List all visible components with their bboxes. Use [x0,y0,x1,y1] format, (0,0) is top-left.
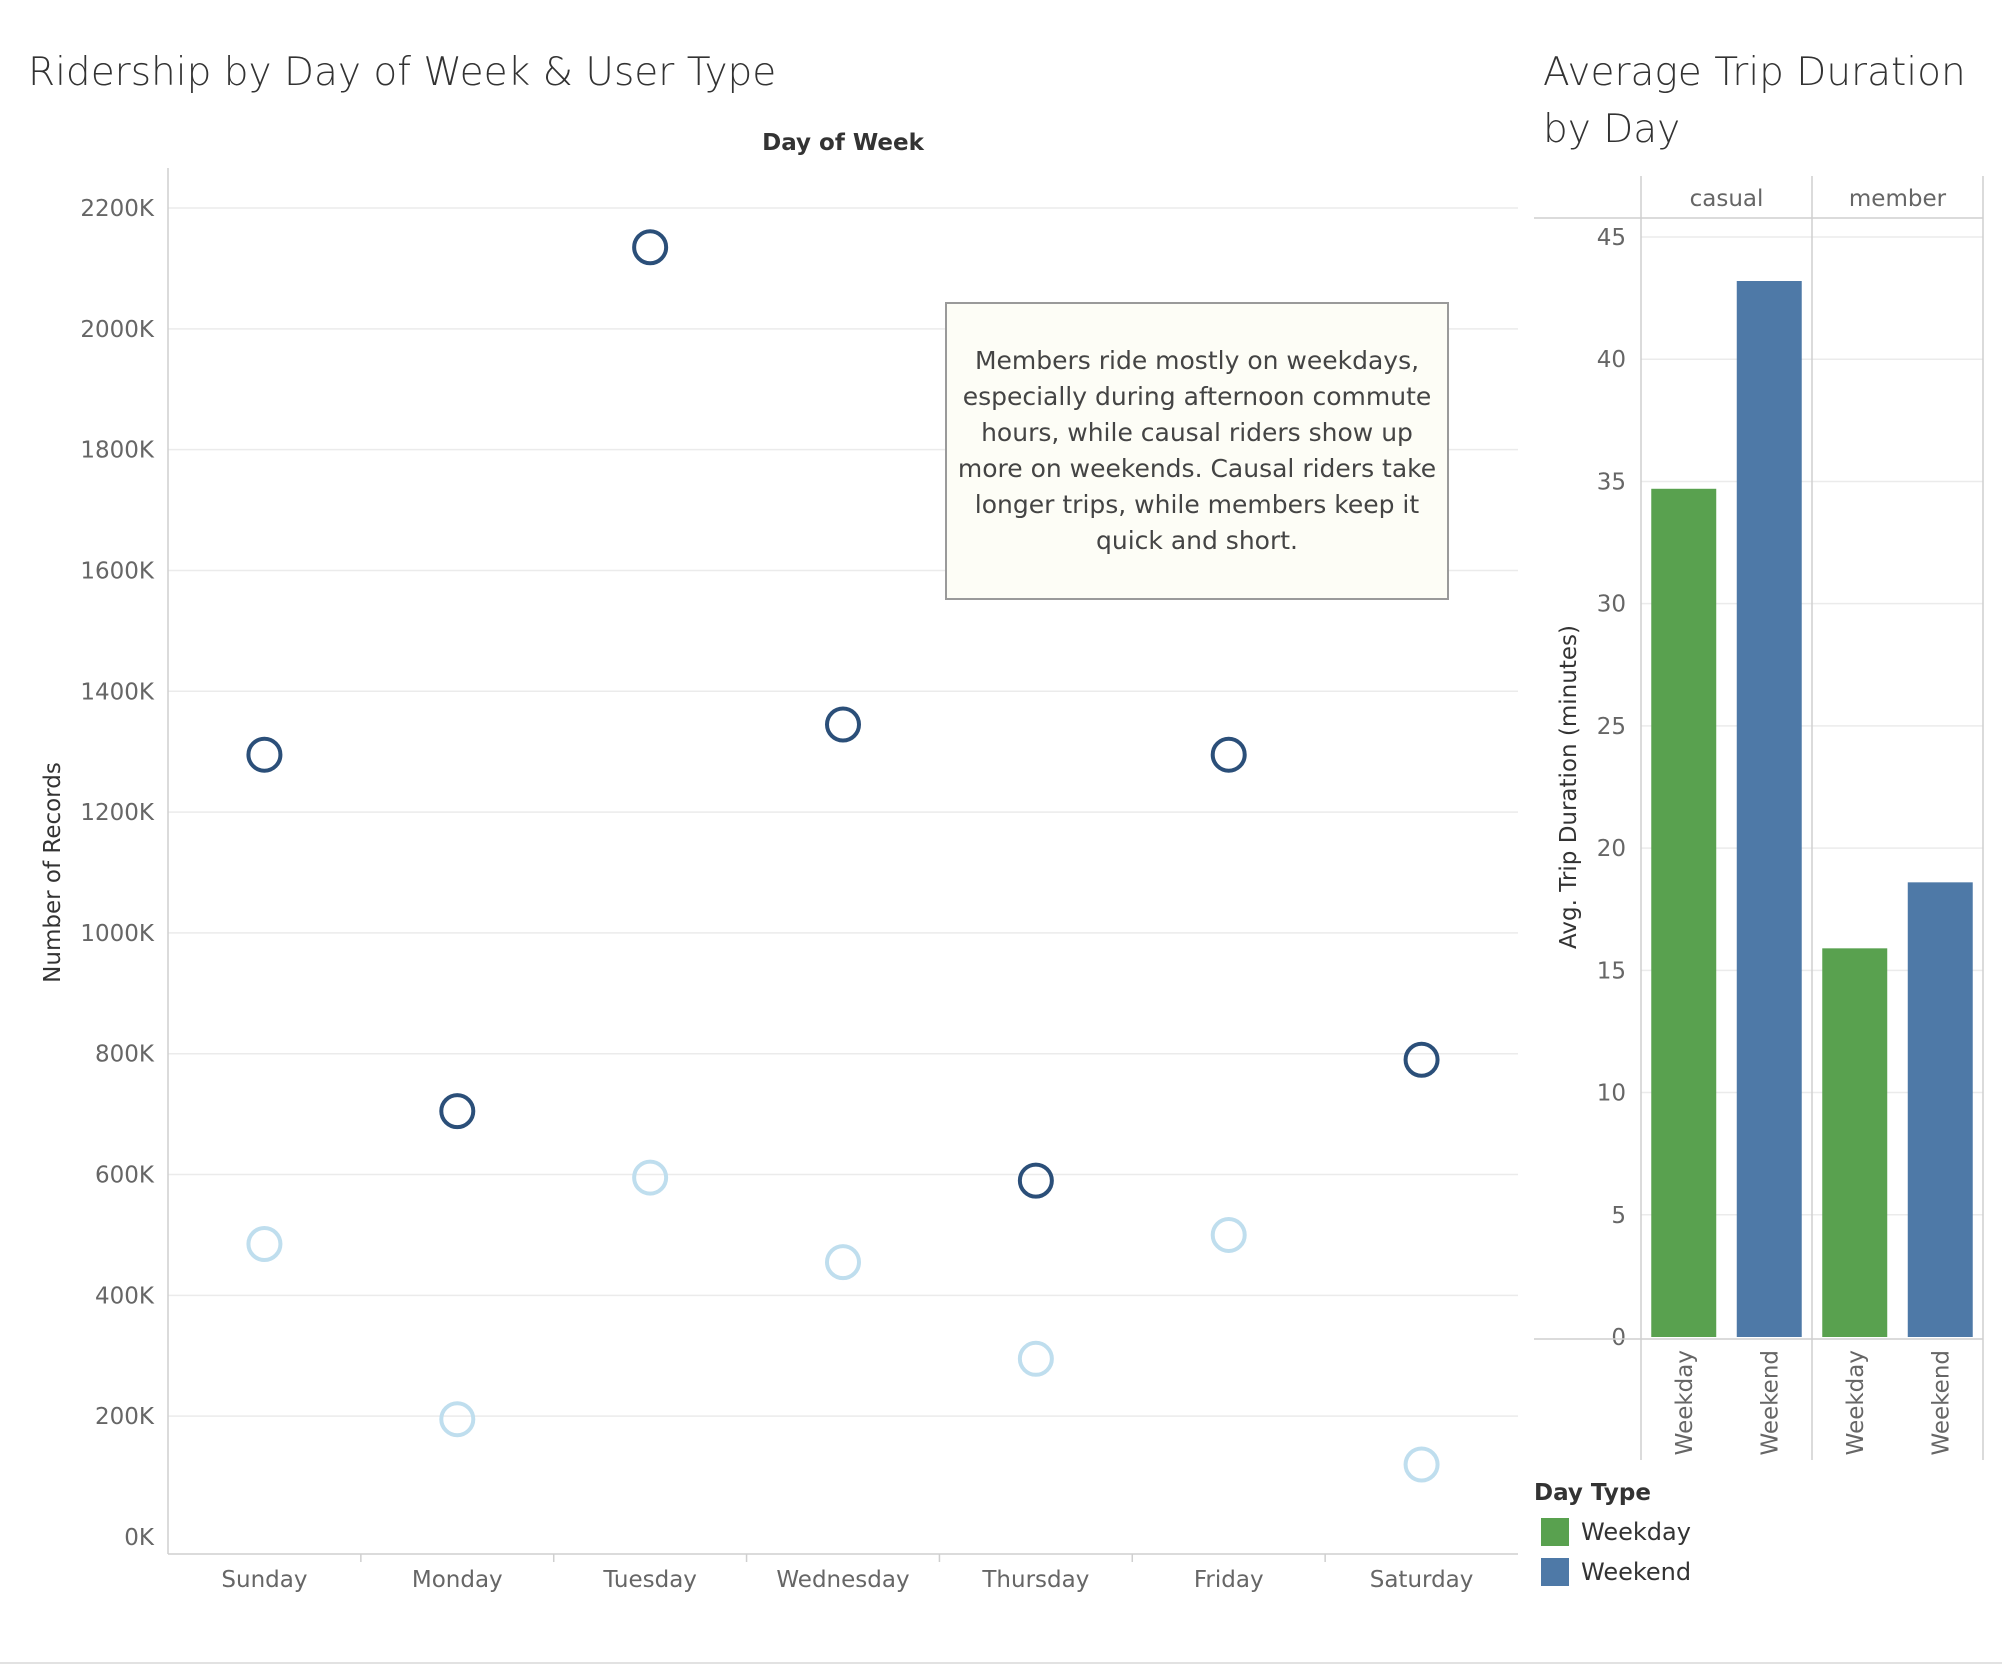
y-tick-label: 200K [95,1404,155,1430]
x-tick-label: Saturday [1370,1567,1474,1593]
panel-header: member [1849,186,1947,212]
data-point [632,229,669,266]
y-tick-label: 0 [1611,1325,1626,1351]
legend-label-weekday: Weekday [1581,1518,1691,1546]
data-point [1017,1162,1054,1199]
legend-swatch-weekend [1541,1558,1569,1586]
y-tick-label: 5 [1611,1203,1626,1229]
y-tick-label: 0K [124,1525,155,1551]
y-tick-label: 400K [95,1283,155,1309]
bar [1651,488,1717,1337]
data-point [1017,1340,1054,1377]
x-tick-label: Weekend [1757,1350,1783,1456]
x-tick-label: Sunday [221,1567,307,1593]
y-tick-label: 800K [95,1042,155,1068]
x-tick-label: Tuesday [602,1567,697,1593]
x-tick-label: Monday [412,1567,503,1593]
bar [1822,948,1888,1337]
y-tick-label: 1000K [80,921,155,947]
y-tick-label: 1600K [80,558,155,584]
scatter-chart-title: Ridership by Day of Week & User Type [28,50,777,95]
legend-swatch-weekday [1541,1518,1569,1546]
y-tick-label: 45 [1597,225,1626,251]
y-tick-label: 35 [1597,469,1626,495]
data-point [1210,1216,1247,1253]
data-point [1210,736,1247,773]
x-column-header: Day of Week [762,130,924,156]
data-point [439,1401,476,1438]
x-tick-label: Weekday [1672,1350,1698,1455]
x-tick-label: Wednesday [776,1567,909,1593]
bar [1736,281,1802,1337]
data-point [246,1226,283,1263]
y-tick-label: 600K [95,1163,155,1189]
y-tick-label: 1200K [80,800,155,826]
x-tick-label: Thursday [981,1567,1089,1593]
data-point [825,706,861,743]
bar [1907,882,1973,1337]
y-tick-label: 15 [1597,958,1626,984]
data-point [825,1244,861,1281]
y-tick-label: 30 [1597,592,1626,618]
data-point [246,736,283,773]
y-axis-title: Avg. Trip Duration (minutes) [1556,625,1582,949]
x-tick-label: Weekend [1928,1350,1954,1456]
legend-item-weekday[interactable]: Weekday [1541,1518,1691,1546]
data-point [1403,1041,1440,1078]
y-axis-title: Number of Records [40,762,66,983]
data-point [1403,1446,1440,1483]
legend-label-weekend: Weekend [1581,1558,1692,1586]
y-tick-label: 2000K [80,317,155,343]
y-tick-label: 10 [1597,1081,1626,1107]
legend-item-weekend[interactable]: Weekend [1541,1558,1691,1586]
data-point [439,1093,476,1130]
legend-title: Day Type [1534,1480,1651,1506]
x-tick-label: Friday [1194,1567,1264,1593]
y-tick-label: 40 [1597,347,1626,373]
annotation-text: Members ride mostly on weekdays, especia… [957,346,1437,555]
y-tick-label: 2200K [80,196,155,222]
y-tick-label: 20 [1597,836,1626,862]
panel-header: casual [1690,186,1764,212]
x-tick-label: Weekday [1843,1350,1869,1455]
bar-chart: 0 5 10 15 20 25 30 35 40 45 Avg. Trip Duration (mi… [1534,176,1984,1460]
bar-chart-title: Average Trip Duration by Day [1543,50,1966,152]
data-point [632,1159,669,1196]
y-tick-label: 1400K [80,679,155,705]
annotation-box: Members ride mostly on weekdays, especia… [945,302,1449,600]
y-tick-label: 25 [1597,714,1626,740]
y-tick-label: 1800K [80,438,155,464]
